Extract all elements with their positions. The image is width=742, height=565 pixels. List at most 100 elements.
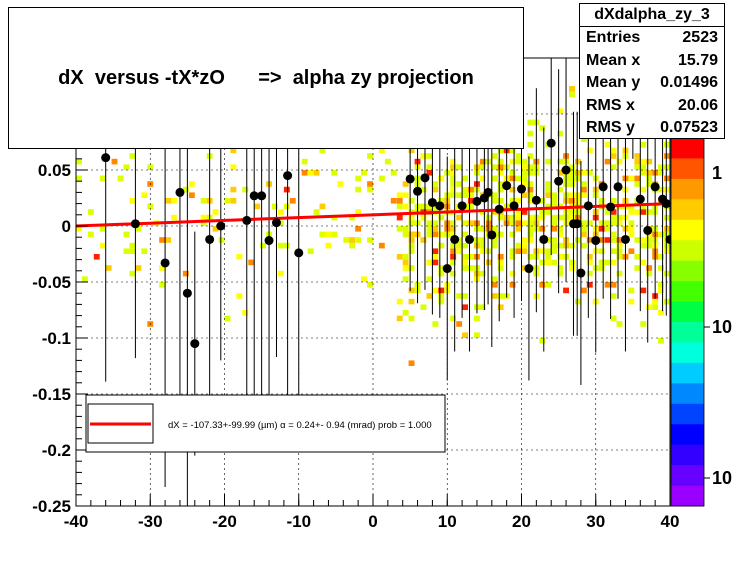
heatmap-cell — [539, 198, 546, 204]
heatmap-cell — [640, 142, 647, 148]
heatmap-cell — [337, 181, 344, 187]
data-point — [283, 171, 293, 181]
heatmap-cell — [462, 293, 468, 299]
heatmap-cell — [557, 170, 563, 176]
heatmap-cell — [604, 220, 611, 226]
heatmap-cell — [87, 231, 94, 238]
heatmap-cell — [664, 164, 670, 170]
heatmap-cell — [432, 226, 439, 232]
heatmap-cell — [586, 254, 593, 260]
heatmap-cell — [509, 270, 516, 277]
heatmap-cell — [646, 181, 653, 187]
heatmap-cell — [200, 214, 207, 221]
heatmap-cell — [248, 259, 255, 266]
heatmap-cell — [426, 153, 433, 159]
heatmap-cell — [420, 304, 427, 310]
heatmap-cell — [420, 214, 427, 221]
heatmap-cell — [355, 237, 362, 243]
heatmap-cell — [450, 226, 457, 232]
heatmap-cell — [367, 186, 373, 193]
data-point — [257, 191, 267, 201]
heatmap-cell — [200, 220, 207, 226]
heatmap-cell — [396, 214, 403, 221]
stats-row-mean-y: Mean y 0.01496 — [580, 72, 724, 95]
data-point — [472, 196, 482, 206]
data-point — [190, 339, 200, 349]
heatmap-cell — [598, 226, 605, 232]
heatmap-cell — [479, 158, 486, 165]
heatmap-cell — [468, 220, 474, 226]
heatmap-cell — [509, 282, 516, 288]
heatmap-cell — [539, 338, 546, 344]
heatmap-cell — [355, 226, 362, 232]
heatmap-cell — [545, 186, 552, 193]
stats-label: Mean x — [586, 51, 641, 69]
data-point — [572, 219, 582, 229]
heatmap-cell — [658, 265, 664, 271]
data-point — [249, 191, 259, 201]
heatmap-cell — [242, 310, 249, 316]
heatmap-cell — [497, 293, 504, 299]
heatmap-cell — [212, 209, 219, 215]
heatmap-cell — [628, 175, 635, 182]
heatmap-cell — [497, 214, 504, 221]
heatmap-cell — [557, 130, 563, 137]
heatmap-cell — [646, 175, 653, 182]
data-point — [643, 225, 653, 235]
heatmap-cell — [527, 198, 534, 204]
colorbar-swatch — [671, 260, 704, 282]
heatmap-cell — [539, 282, 546, 288]
heatmap-cell — [515, 226, 522, 232]
heatmap-cell — [640, 186, 647, 193]
heatmap-cell — [580, 181, 587, 187]
heatmap-cell — [527, 164, 534, 170]
heatmap-cell — [640, 209, 647, 215]
colorbar-swatch — [671, 158, 704, 180]
heatmap-cell — [402, 181, 409, 187]
heatmap-cell — [491, 175, 498, 182]
heatmap-cell — [331, 170, 338, 176]
heatmap-cell — [521, 265, 528, 271]
data-point — [435, 201, 445, 211]
heatmap-cell — [616, 321, 623, 327]
heatmap-cell — [628, 231, 635, 238]
heatmap-cell — [485, 248, 492, 254]
colorbar-label: 1 — [712, 163, 722, 183]
data-point — [635, 194, 645, 204]
heatmap-cell — [557, 231, 563, 238]
heatmap-cell — [527, 220, 534, 226]
heatmap-cell — [479, 248, 486, 254]
heatmap-cell — [462, 332, 468, 338]
heatmap-cell — [575, 237, 581, 243]
heatmap-cell — [147, 164, 154, 170]
heatmap-cell — [527, 153, 534, 159]
heatmap-cell — [159, 265, 166, 271]
x-tick-label: 10 — [438, 512, 457, 531]
heatmap-cell — [527, 231, 534, 238]
heatmap-cell — [646, 242, 653, 249]
heatmap-cell — [521, 248, 528, 254]
heatmap-cell — [479, 175, 486, 182]
heatmap-cell — [212, 226, 219, 232]
heatmap-cell — [610, 198, 617, 204]
heatmap-cell — [509, 175, 516, 182]
heatmap-cell — [462, 175, 468, 182]
heatmap-cell — [396, 254, 403, 260]
heatmap-cell — [557, 254, 563, 260]
heatmap-cell — [426, 231, 433, 238]
heatmap-cell — [426, 293, 433, 299]
heatmap-cell — [462, 231, 468, 238]
heatmap-cell — [551, 248, 558, 254]
heatmap-cell — [468, 198, 474, 204]
heatmap-cell — [569, 91, 575, 98]
heatmap-cell — [408, 287, 415, 294]
heatmap-cell — [586, 147, 593, 154]
heatmap-cell — [355, 175, 362, 182]
heatmap-cell — [474, 315, 480, 322]
heatmap-cell — [664, 214, 670, 221]
heatmap-cell — [343, 237, 350, 243]
heatmap-cell — [664, 175, 670, 182]
heatmap-cell — [450, 259, 457, 266]
heatmap-cell — [485, 259, 492, 266]
heatmap-cell — [658, 186, 664, 193]
